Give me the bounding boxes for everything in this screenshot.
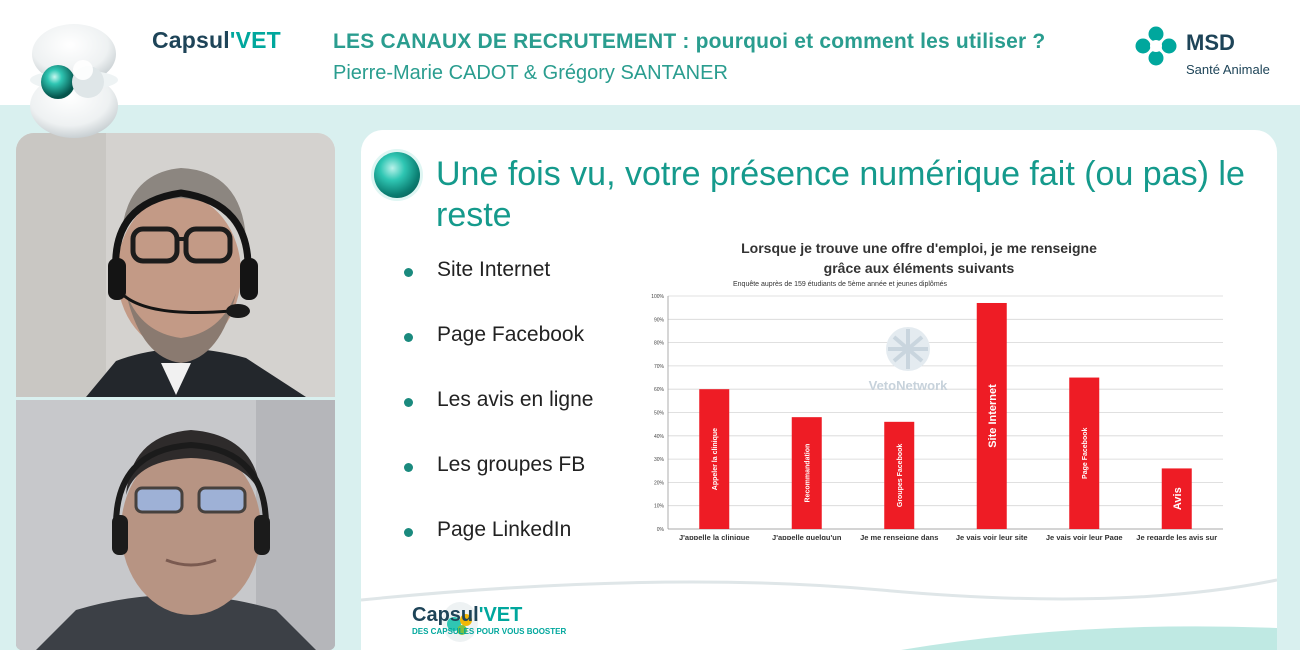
y-tick-label: 60% — [654, 387, 665, 393]
y-tick-label: 40% — [654, 434, 665, 440]
bar-data-label: Avis — [1172, 487, 1184, 510]
sponsor-name: MSD — [1186, 30, 1235, 55]
bar-data-label: Recommandation — [804, 444, 811, 503]
bullet-item: Page Facebook — [401, 323, 593, 388]
presentation-slide: Une fois vu, votre présence numérique fa… — [361, 130, 1277, 650]
y-tick-label: 80% — [654, 341, 665, 347]
chart-subtitle: Enquête auprès de 159 étudiants de 5ème … — [733, 281, 948, 288]
participant-video-2[interactable] — [16, 400, 335, 650]
participant-2-avatar — [16, 400, 335, 650]
y-tick-label: 100% — [651, 294, 664, 300]
chart-bar — [976, 302, 1007, 529]
y-tick-label: 50% — [654, 411, 665, 417]
chart-bar — [791, 417, 822, 529]
x-category-label: Je vais voir leur Page — [1046, 533, 1123, 540]
brand-suffix: VET — [235, 27, 281, 53]
bar-data-label: Site Internet — [987, 384, 999, 448]
bullet-list: Site Internet Page Facebook Les avis en … — [401, 258, 593, 583]
vetonetwork-logo-icon — [886, 327, 930, 371]
chart-bar — [1069, 377, 1100, 529]
capsule-small-logo-icon — [442, 602, 478, 642]
x-category-label: J'appelle la clinique — [679, 533, 750, 540]
footer-brand-prefix: Capsul — [412, 604, 479, 626]
footer-brand: Capsul'VET — [412, 604, 522, 627]
footer-brand-suffix: VET — [483, 604, 523, 626]
participant-1-avatar — [16, 133, 335, 397]
decorative-wave — [361, 578, 1277, 650]
chart-title-line-1: Lorsque je trouve une offre d'emploi, je… — [741, 240, 1097, 256]
presentation-authors: Pierre-Marie CADOT & Grégory SANTANER — [333, 62, 728, 84]
presentation-title: LES CANAUX DE RECRUTEMENT : pourquoi et … — [333, 30, 1046, 53]
chart-title: Lorsque je trouve une offre d'emploi, je… — [689, 238, 1149, 278]
slide-title: Une fois vu, votre présence numérique fa… — [436, 155, 1245, 234]
brand-apostrophe: ' — [229, 27, 236, 53]
x-category-label: J'appelle quelqu'un — [772, 533, 842, 540]
header-bar: Capsul'VET LES CANAUX DE RECRUTEMENT : p… — [0, 0, 1300, 105]
y-tick-label: 90% — [654, 317, 665, 323]
chart-bar — [699, 389, 730, 529]
bar-data-label: Page Facebook — [1082, 427, 1089, 478]
bullet-item: Site Internet — [401, 258, 593, 323]
bullet-item: Les groupes FB — [401, 453, 593, 518]
msd-logo-icon — [1135, 26, 1177, 66]
capsule-orb-logo-icon — [30, 24, 118, 138]
y-tick-label: 30% — [654, 457, 665, 463]
chart-bar — [884, 421, 915, 529]
bullet-item: Page LinkedIn — [401, 518, 593, 583]
sponsor-subtitle: Santé Animale — [1186, 62, 1270, 77]
brand-prefix: Capsul — [152, 27, 230, 53]
brand-logo-text: Capsul'VET — [152, 27, 281, 54]
watermark-text: VetoNetwork — [868, 378, 948, 393]
chart-bar — [1161, 468, 1192, 529]
y-tick-label: 70% — [654, 364, 665, 370]
vetonetwork-watermark: VetoNetwork — [858, 325, 958, 393]
y-tick-label: 10% — [654, 504, 665, 510]
x-category-label: Je me renseigne dans — [860, 533, 938, 540]
chart-title-line-2: grâce aux éléments suivants — [823, 260, 1015, 276]
footer-tagline: DES CAPSULES POUR VOUS BOOSTER — [412, 627, 567, 636]
y-tick-label: 0% — [657, 527, 665, 533]
participant-video-1[interactable] — [16, 133, 335, 397]
bar-data-label: Appeler la clinique — [712, 428, 719, 490]
footer-brand-apostrophe: ' — [478, 604, 484, 626]
bar-chart: 0% 10% 20% 30% 40% 50% 60% 70% 80% 90% 100% Appeler… — [651, 294, 1223, 540]
bar-data-label: Groupes Facebook — [897, 444, 904, 508]
x-category-label: Je vais voir leur site — [956, 533, 1028, 540]
x-category-label: Je regarde les avis sur — [1136, 533, 1217, 540]
bullet-item: Les avis en ligne — [401, 388, 593, 453]
slide-orb-icon — [374, 152, 420, 198]
y-tick-label: 20% — [654, 480, 665, 486]
